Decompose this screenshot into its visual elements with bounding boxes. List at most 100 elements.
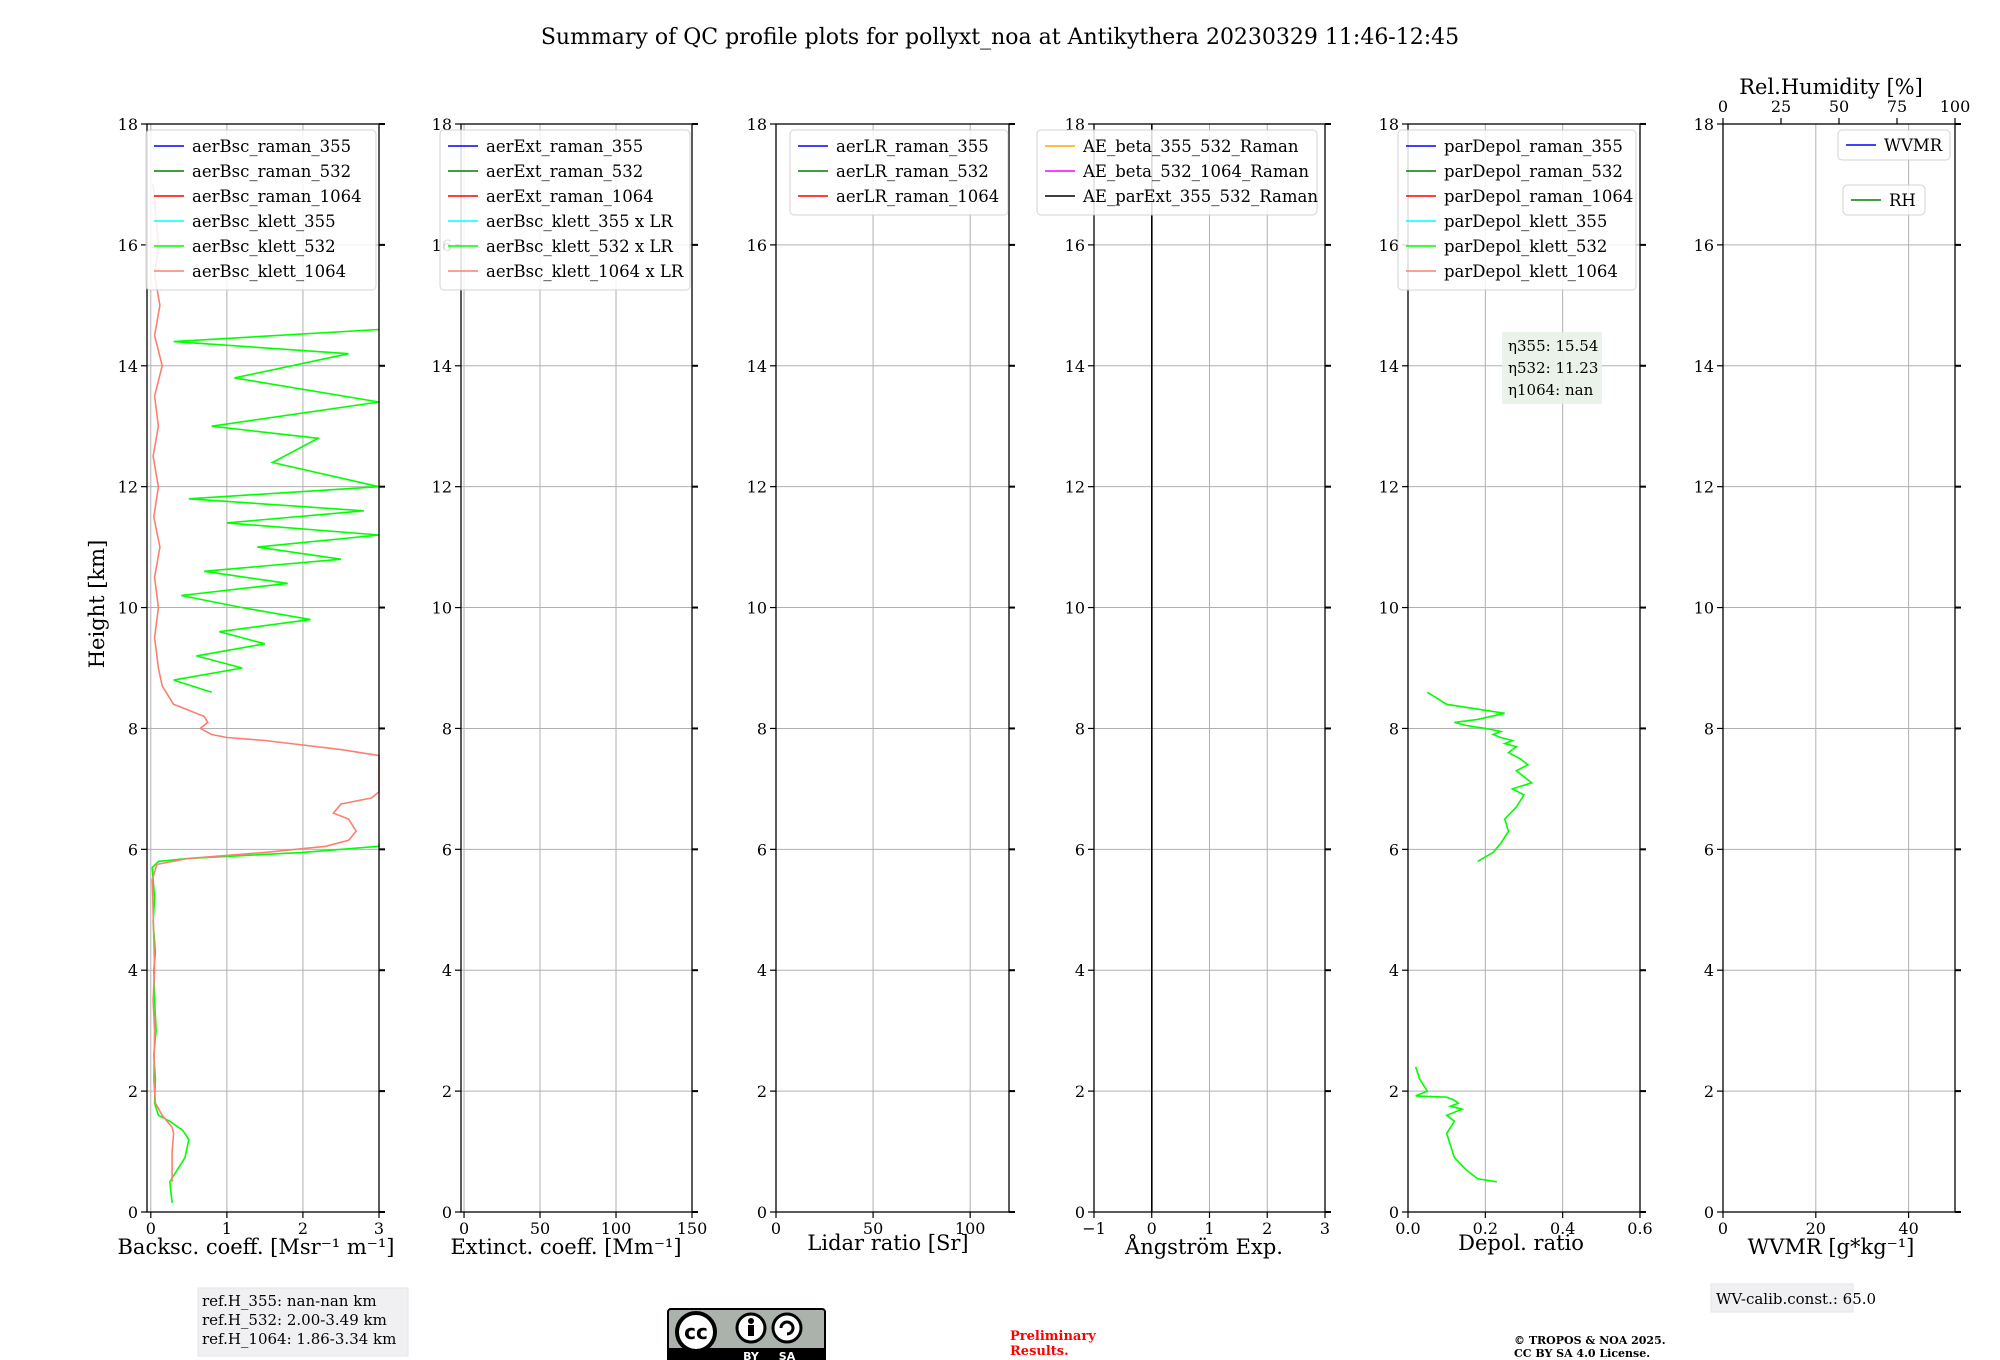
x-tick-label: 2	[1262, 1219, 1272, 1238]
legend-label: parDepol_raman_532	[1444, 162, 1623, 181]
legend-label: aerBsc_klett_1064 x LR	[486, 262, 684, 281]
y-tick-label: 12	[118, 478, 138, 497]
xlabel-extinction: Extinct. coeff. [Mm⁻¹]	[450, 1235, 681, 1259]
axes-frame	[460, 123, 693, 1213]
y-tick-label: 0	[1704, 1203, 1714, 1222]
legend-label: aerExt_raman_355	[486, 137, 643, 156]
legend-box	[1397, 129, 1637, 291]
legend-box	[145, 129, 377, 291]
x-tick-label: 100	[601, 1219, 632, 1238]
x-tick-label: 50	[863, 1219, 883, 1238]
legend-label: aerBsc_raman_355	[192, 137, 351, 156]
axes-frame	[1407, 123, 1641, 1213]
legend-label: aerExt_raman_532	[486, 162, 643, 181]
legend-label: aerBsc_klett_532 x LR	[486, 237, 673, 256]
xlabel-lidar-ratio: Lidar ratio [Sr]	[807, 1231, 968, 1255]
legend-label: aerBsc_raman_1064	[192, 187, 362, 206]
xlabel-wvmr: WVMR [g*kg⁻¹]	[1748, 1235, 1915, 1259]
ylabel-height: Height [km]	[85, 540, 109, 669]
y-tick-label: 6	[442, 840, 452, 859]
y-tick-label: 16	[118, 236, 138, 255]
reference-height-box: ref.H_355: nan-nan km ref.H_532: 2.00-3.…	[197, 1287, 409, 1357]
y-tick-label: 6	[128, 840, 138, 859]
y-tick-label: 2	[757, 1082, 767, 1101]
y-tick-label: 8	[442, 719, 452, 738]
x-tick-label: 0.0	[1395, 1219, 1420, 1238]
panel-lidar-ratio: 0 2 4 6 8 10 12 14 16 18 0 50 100 aerLR_raman_355aer…	[747, 115, 1015, 1255]
y-tick-label: 16	[747, 236, 767, 255]
eta-355: η355: 15.54	[1508, 337, 1598, 355]
y-tick-label: 12	[432, 478, 452, 497]
xlabel-backscatter: Backsc. coeff. [Msr⁻¹ m⁻¹]	[118, 1235, 395, 1259]
top-x-tick-label: 50	[1829, 97, 1849, 116]
legend-label: aerLR_raman_532	[836, 162, 989, 181]
legend-label: parDepol_klett_532	[1444, 237, 1607, 256]
y-tick-label: 16	[1379, 236, 1399, 255]
y-tick-label: 8	[128, 719, 138, 738]
y-tick-label: 18	[432, 115, 452, 134]
series-line	[1426, 691, 1534, 863]
y-tick-label: 8	[1075, 719, 1085, 738]
top-x-tick-label: 75	[1887, 97, 1907, 116]
y-tick-label: 6	[1389, 840, 1399, 859]
legend-label: AE_beta_532_1064_Raman	[1082, 162, 1309, 181]
cc-logo-text: cc	[684, 1320, 708, 1344]
y-tick-label: 0	[128, 1203, 138, 1222]
top-x-tick-label: 100	[1940, 97, 1971, 116]
y-tick-label: 10	[1379, 599, 1399, 618]
copyright-line2: CC BY SA 4.0 License.	[1514, 1347, 1650, 1360]
y-tick-label: 4	[442, 961, 452, 980]
x-tick-label: 0	[146, 1219, 156, 1238]
y-tick-label: 4	[1389, 961, 1399, 980]
legend-box	[1036, 129, 1318, 216]
x-tick-label: −1	[1082, 1219, 1106, 1238]
y-tick-label: 2	[1075, 1082, 1085, 1101]
y-tick-label: 0	[1075, 1203, 1085, 1222]
legend-box	[439, 129, 691, 291]
y-tick-label: 6	[1075, 840, 1085, 859]
y-tick-label: 14	[1065, 357, 1085, 376]
top-x-tick-label: 0	[1718, 97, 1728, 116]
y-tick-label: 16	[1065, 236, 1085, 255]
y-tick-label: 10	[747, 599, 767, 618]
x-tick-label: 1	[222, 1219, 232, 1238]
y-tick-label: 14	[118, 357, 138, 376]
y-tick-label: 18	[1379, 115, 1399, 134]
x-tick-label: 0	[1147, 1219, 1157, 1238]
top-x-tick-label: 25	[1771, 97, 1791, 116]
license-by-label: BY	[743, 1350, 760, 1360]
x-tick-label: 0	[459, 1219, 469, 1238]
y-tick-label: 2	[442, 1082, 452, 1101]
x-tick-label: 0.6	[1627, 1219, 1652, 1238]
x-tick-label: 0.2	[1473, 1219, 1498, 1238]
y-tick-label: 12	[1694, 478, 1714, 497]
legend-label: RH	[1889, 191, 1916, 210]
legend-label: aerBsc_klett_355 x LR	[486, 212, 673, 231]
y-tick-label: 12	[1065, 478, 1085, 497]
y-tick-label: 14	[1379, 357, 1399, 376]
legend-label: aerLR_raman_355	[836, 137, 989, 156]
y-tick-label: 8	[757, 719, 767, 738]
y-tick-label: 0	[442, 1203, 452, 1222]
y-tick-label: 10	[118, 599, 138, 618]
x-tick-label: 50	[530, 1219, 550, 1238]
preliminary-note-line1: Preliminary	[1010, 1329, 1096, 1344]
y-tick-label: 14	[432, 357, 452, 376]
y-tick-label: 6	[757, 840, 767, 859]
ref-h-1064: ref.H_1064: 1.86-3.34 km	[202, 1330, 396, 1348]
license-sa-label: SA	[779, 1350, 796, 1360]
series-line	[151, 184, 380, 1182]
series-line	[1414, 1066, 1498, 1183]
y-tick-label: 18	[118, 115, 138, 134]
x-tick-label: 3	[1320, 1219, 1330, 1238]
wv-calib-box: WV-calib.const.: 65.0	[1710, 1283, 1876, 1313]
y-tick-label: 0	[1389, 1203, 1399, 1222]
axes-frame	[1722, 123, 1956, 1213]
x-tick-label: 100	[955, 1219, 986, 1238]
eta-532: η532: 11.23	[1508, 359, 1598, 377]
copyright-line1: © TROPOS & NOA 2025.	[1514, 1334, 1666, 1347]
legend-box	[1837, 129, 1951, 161]
